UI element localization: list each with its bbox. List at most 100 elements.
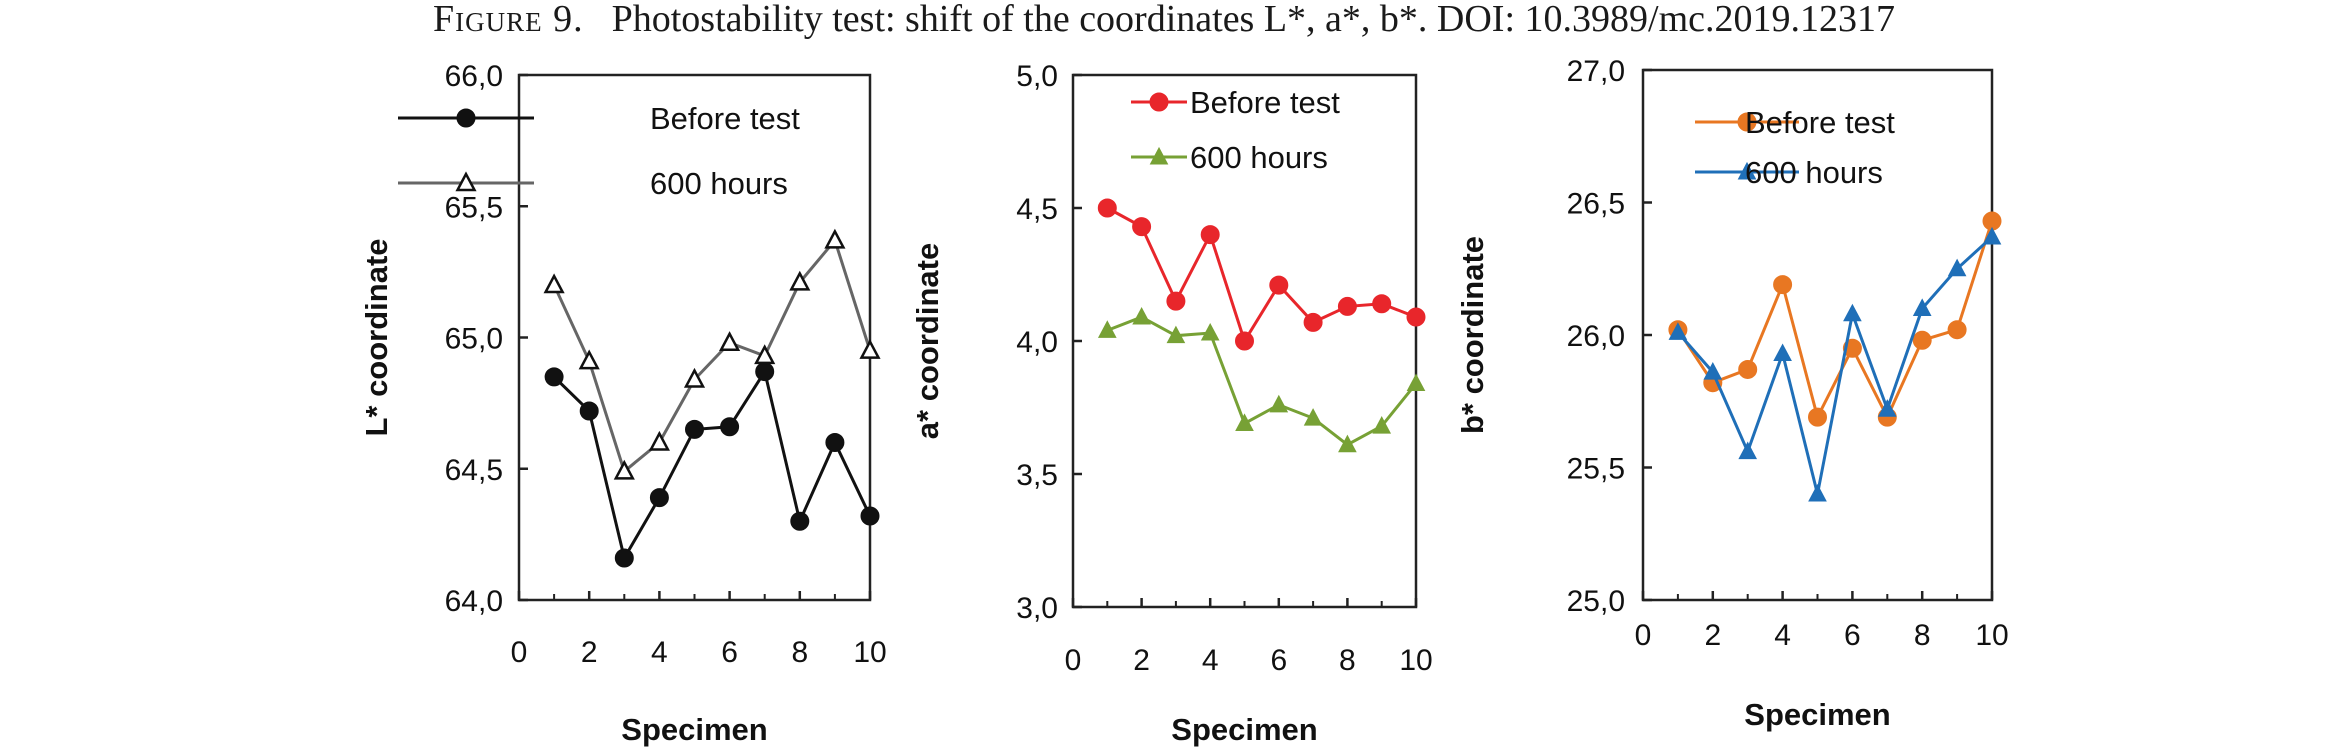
- chart-2-legend-marker-2: [1149, 146, 1169, 165]
- chart-3-legend-label-2: 600 hours: [1745, 155, 1883, 190]
- chart-2-series-1-line: [1106, 206, 1417, 345]
- chart-3-legend-marker-1: [1737, 112, 1757, 132]
- chart-1-x-tick-label: 2: [581, 636, 598, 669]
- chart-2-y-tick-label: 4,5: [1016, 193, 1058, 226]
- chart-2-x-axis-label: Specimen: [1171, 712, 1317, 747]
- chart-2-legend-label-2: 600 hours: [1190, 140, 1328, 175]
- chart-2-series-2-point: [1200, 322, 1220, 341]
- chart-1-series-2-point: [683, 367, 706, 388]
- chart-2-x-tick-label: 6: [1270, 644, 1287, 677]
- chart-1-series-1-point: [860, 506, 880, 526]
- chart-1-series-2-point: [543, 273, 565, 294]
- chart-3-x-tick-label: 8: [1914, 619, 1931, 652]
- chart-3-series-2-point: [1982, 226, 2002, 245]
- chart-3-x-tick-label: 10: [1975, 619, 2008, 652]
- chart-2-y-tick-label: 5,0: [1016, 60, 1058, 93]
- chart-2-legend-label-1: Before test: [1190, 85, 1340, 120]
- chart-1-series-1-point: [755, 362, 775, 382]
- chart-2-series-2-point: [1372, 416, 1392, 434]
- chart-3-series-1-point: [1773, 275, 1793, 295]
- chart-2-x-tick-label: 4: [1202, 644, 1219, 677]
- chart-1-series-1-line: [553, 367, 872, 562]
- chart-3-x-tick-label: 0: [1635, 619, 1652, 652]
- chart-2-series-1-point: [1303, 312, 1323, 332]
- chart-1-series-1-point: [720, 417, 740, 437]
- chart-3-y-tick-label: 25,0: [1567, 585, 1625, 618]
- chart-1-series-2-point: [719, 331, 741, 351]
- chart-1-series-1-point: [649, 488, 669, 508]
- chart-1-series-2-point: [648, 430, 670, 451]
- chart-1-series-1-point: [685, 419, 704, 439]
- chart-3-series-1-point: [1738, 359, 1758, 379]
- chart-3-y-tick-label: 26,5: [1567, 188, 1625, 221]
- chart-2-series-1-point: [1337, 296, 1357, 316]
- chart-1-series-1-point: [825, 433, 845, 452]
- chart-3-series-1-point: [1947, 320, 1967, 340]
- chart-2-series-1-point: [1235, 331, 1254, 351]
- chart-1-x-tick-label: 0: [511, 636, 528, 669]
- chart-3-series-1-point: [1912, 330, 1932, 350]
- chart-2-y-tick-label: 3,5: [1016, 459, 1058, 492]
- chart-2-series-2-point: [1235, 413, 1254, 431]
- chart-2-series-1-point: [1269, 275, 1289, 295]
- chart-1-series-1-point: [614, 548, 634, 568]
- chart-3-series-2-point: [1773, 343, 1792, 362]
- chart-3-series-2-point: [1877, 399, 1897, 417]
- chart-3-y-tick-label: 27,0: [1567, 55, 1625, 88]
- chart-3-series-1-line: [1676, 220, 1994, 422]
- figure-label: Figure 9.: [432, 0, 584, 40]
- chart-1-x-tick-label: 6: [721, 636, 738, 669]
- chart-2-series-1-point: [1372, 294, 1392, 314]
- chart-2-series-2-point: [1406, 373, 1426, 392]
- chart-2-x-tick-label: 0: [1065, 644, 1082, 677]
- chart-3-x-tick-label: 6: [1844, 619, 1861, 652]
- chart-2-x-tick-label: 10: [1399, 644, 1432, 677]
- chart-2-series-2-point: [1303, 408, 1323, 426]
- chart-2-series-2-point: [1269, 394, 1289, 413]
- chart-3-series-2-line: [1676, 235, 1994, 495]
- chart-1-series-2-point: [754, 344, 776, 365]
- chart-1-x-tick-label: 10: [853, 636, 886, 669]
- chart-2-y-axis-label: a* coordinate: [910, 243, 945, 439]
- chart-1-plot-frame: [517, 73, 872, 602]
- chart-1-y-tick-label: 66,0: [445, 60, 503, 93]
- chart-3-x-tick-label: 4: [1774, 619, 1791, 652]
- chart-3-y-tick-label: 25,5: [1567, 453, 1625, 486]
- chart-2-series-1-point: [1200, 225, 1220, 245]
- chart-3-series-2-point: [1843, 303, 1862, 322]
- chart-3-legend-marker-2: [1737, 161, 1757, 180]
- chart-3-series-2-point: [1947, 258, 1967, 277]
- chart-1-legend-label-1: Before test: [650, 101, 800, 136]
- chart-1-x-tick-label: 8: [791, 636, 808, 669]
- chart-1-series-2-point: [578, 349, 600, 370]
- chart-2-y-tick-label: 4,0: [1016, 326, 1058, 359]
- chart-1-legend-marker-2: [455, 171, 477, 192]
- chart-3-series-2-point: [1668, 322, 1688, 340]
- chart-2-series-2-point: [1166, 325, 1186, 344]
- chart-3-series-2-point: [1808, 483, 1827, 502]
- chart-1-legend-marker-1: [456, 108, 476, 128]
- chart-1-y-tick-label: 64,5: [445, 454, 503, 487]
- chart-3-y-tick-label: 26,0: [1567, 320, 1625, 353]
- chart-2-x-tick-label: 2: [1133, 644, 1150, 677]
- chart-1-legend-label-2: 600 hours: [650, 166, 788, 201]
- chart-3-series-2-point: [1703, 362, 1723, 380]
- chart-3-x-tick-label: 2: [1704, 619, 1721, 652]
- chart-1-series-2-point: [824, 228, 846, 249]
- chart-1-y-tick-label: 64,0: [445, 585, 503, 618]
- chart-2-series-1-point: [1166, 291, 1186, 311]
- chart-2-series-2-point: [1338, 434, 1357, 453]
- chart-2-series-2-line: [1106, 315, 1418, 447]
- chart-3-series-2-point: [1912, 298, 1932, 316]
- chart-1-y-tick-label: 65,5: [445, 191, 503, 224]
- chart-3-y-axis-label: b* coordinate: [1455, 236, 1490, 434]
- chart-1-series-2-point: [789, 270, 811, 291]
- chart-1-x-tick-label: 4: [651, 636, 668, 669]
- chart-1-series-1-point: [579, 401, 599, 421]
- chart-1-x-axis-label: Specimen: [621, 712, 767, 747]
- chart-1-series-2-line: [552, 237, 872, 474]
- chart-1-y-tick-label: 65,0: [445, 323, 503, 356]
- chart-1-y-axis-label: L* coordinate: [359, 238, 394, 436]
- chart-1-series-1-point: [790, 511, 810, 531]
